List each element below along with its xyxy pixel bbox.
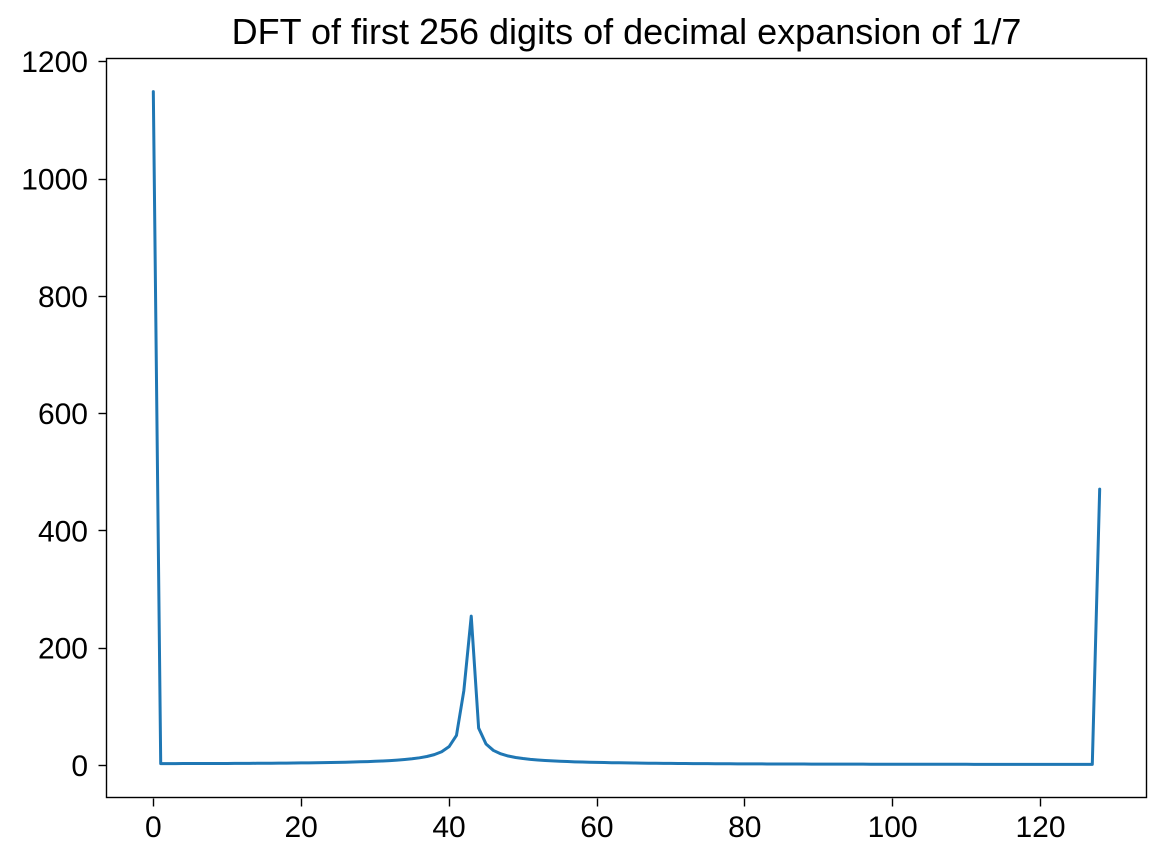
svg-text:0: 0 [145,811,162,844]
svg-text:80: 80 [728,811,761,844]
svg-text:60: 60 [580,811,613,844]
svg-text:800: 800 [38,281,88,314]
svg-text:1000: 1000 [21,164,88,197]
svg-text:400: 400 [38,515,88,548]
svg-text:20: 20 [285,811,318,844]
svg-text:200: 200 [38,633,88,666]
svg-text:100: 100 [868,811,918,844]
svg-text:1200: 1200 [21,46,88,79]
svg-text:120: 120 [1015,811,1065,844]
svg-text:40: 40 [432,811,465,844]
svg-text:0: 0 [71,750,88,783]
svg-text:600: 600 [38,398,88,431]
